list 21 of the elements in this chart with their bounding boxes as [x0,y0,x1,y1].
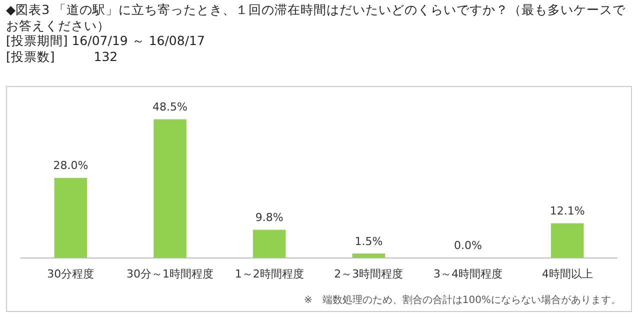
chart-title: ◆図表3 「道の駅」に立ち寄ったとき、１回の滞在時間はだいたいどのくらいですか？（最も多いケースでお答えください） [6,2,627,33]
x-tick-label: 30分程度 [47,267,94,280]
data-label: 12.1% [550,204,585,218]
text: [投票数] 132 [6,48,119,64]
chart-subtitle: [投票期間] 16/07/19 ～ 16/08/17 [6,33,206,48]
x-tick-label: 30分～1時間程度 [126,267,214,280]
data-label: 9.8% [255,211,284,224]
bar [54,178,88,258]
bar [550,223,584,258]
bar [252,230,286,258]
data-label: 28.0% [53,159,88,172]
data-label: 48.5% [152,100,188,114]
text: ※ 端数処理のため、割合の合計は100%にならない場合があります。 [304,294,621,307]
x-tick-label: 4時間以上 [542,267,593,280]
x-tick-label: 2～3時間程度 [334,267,404,280]
data-label: 1.5% [354,234,383,248]
data-label: 0.0% [454,239,482,252]
bar [352,254,386,258]
x-tick-label: 1～2時間程度 [234,267,304,280]
x-tick-label: 3～4時間程度 [434,267,502,280]
bar [154,119,186,258]
